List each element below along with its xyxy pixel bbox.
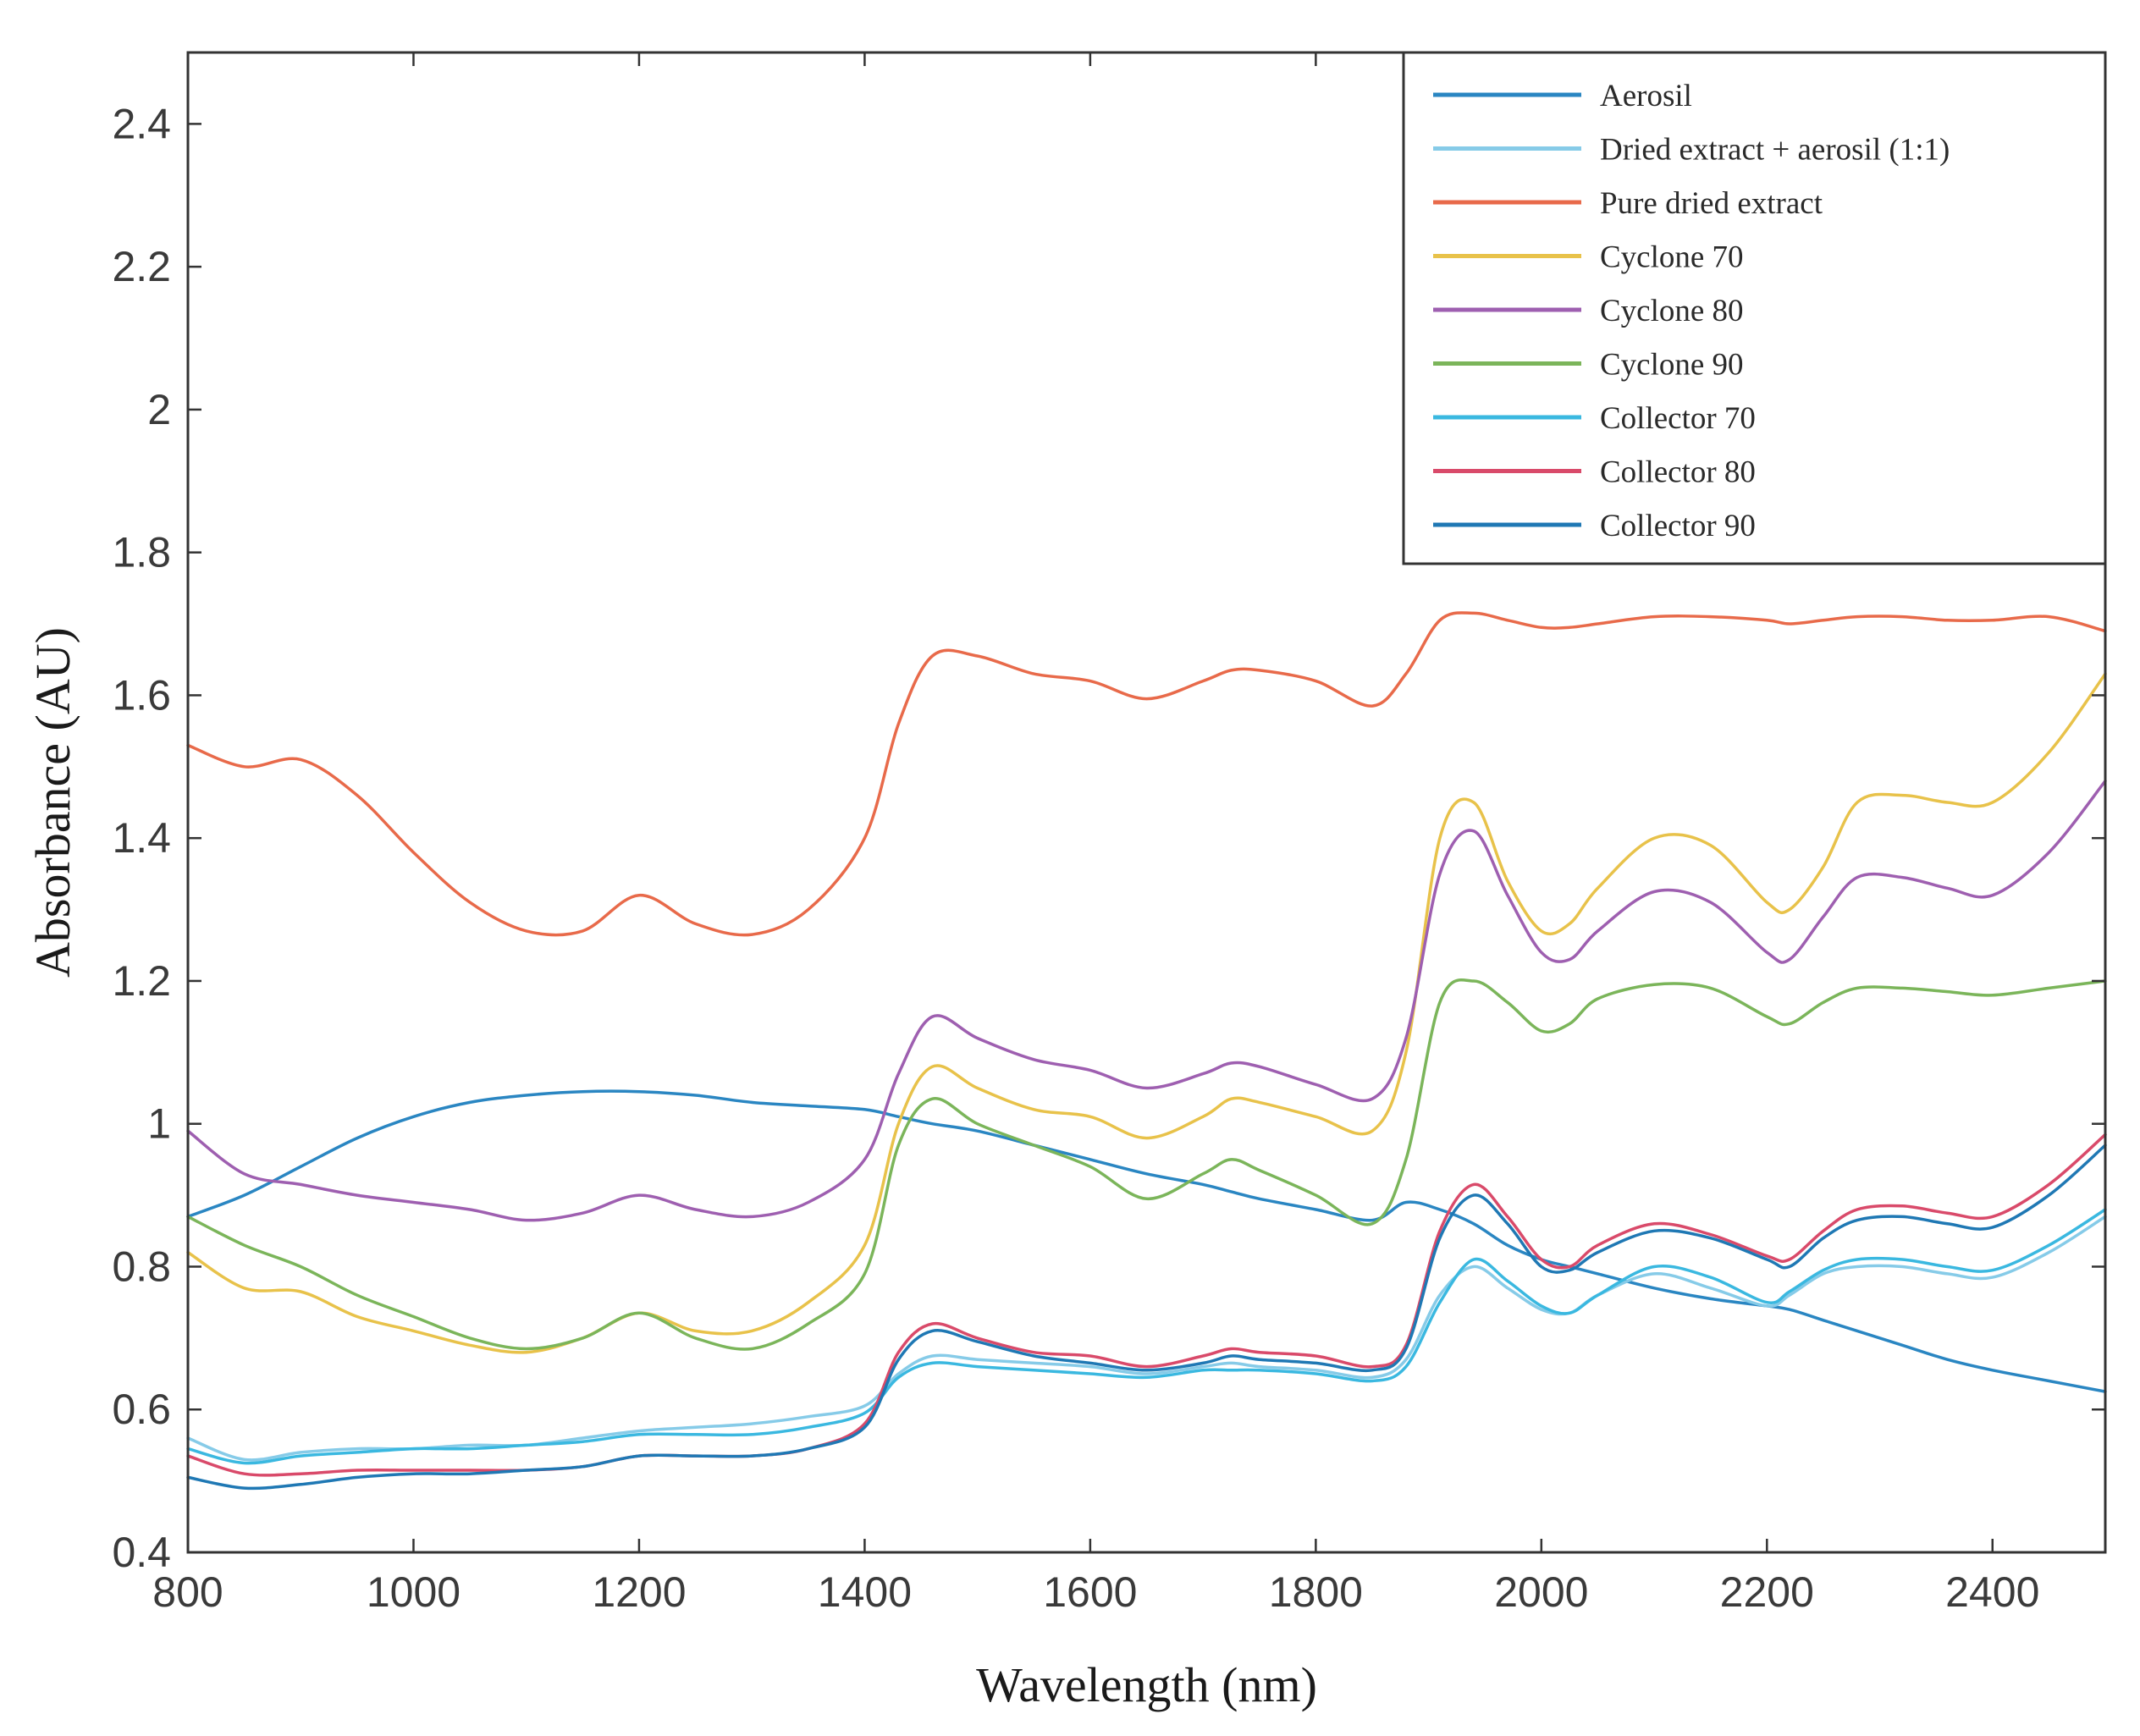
series-layer bbox=[186, 611, 2107, 1491]
x-tick-label: 800 bbox=[152, 1568, 223, 1616]
series-line-9 bbox=[186, 1144, 2107, 1491]
legend-label-4: Cyclone 70 bbox=[1600, 240, 1744, 275]
legend-label-3: Pure dried extract bbox=[1600, 186, 1823, 221]
x-tick-label: 1600 bbox=[1043, 1568, 1137, 1616]
y-tick-label: 1.4 bbox=[112, 814, 171, 862]
x-tick-label: 2000 bbox=[1494, 1568, 1588, 1616]
x-tick-label: 1200 bbox=[592, 1568, 686, 1616]
plot-frame bbox=[186, 51, 2107, 1554]
series-line-5 bbox=[186, 779, 2107, 1222]
ticks-layer: 800 1000 1200 1400 1600 1800 2000 2200 2400 0.4 0.… bbox=[112, 52, 2105, 1616]
series-line-6 bbox=[186, 978, 2107, 1351]
legend-label-5: Cyclone 80 bbox=[1600, 294, 1744, 328]
series-line-3 bbox=[186, 611, 2107, 937]
y-tick-label: 1 bbox=[147, 1100, 171, 1148]
y-tick-label: 0.8 bbox=[112, 1243, 171, 1290]
y-tick-label: 2 bbox=[147, 386, 171, 433]
x-tick-label: 1400 bbox=[818, 1568, 912, 1616]
x-tick-label: 1800 bbox=[1269, 1568, 1363, 1616]
x-tick-label: 2400 bbox=[1945, 1568, 2039, 1616]
x-tick-label: 1000 bbox=[367, 1568, 461, 1616]
legend-label-6: Cyclone 90 bbox=[1600, 348, 1744, 383]
legend-label-7: Collector 70 bbox=[1600, 401, 1756, 436]
y-tick-label: 0.6 bbox=[112, 1386, 171, 1433]
y-tick-label: 1.8 bbox=[112, 529, 171, 576]
y-tick-label: 1.6 bbox=[112, 671, 171, 719]
legend: Aerosil Dried extract + aerosil (1:1) Pure… bbox=[1402, 51, 2107, 565]
y-tick-label: 2.2 bbox=[112, 243, 171, 290]
x-tick-label: 2200 bbox=[1720, 1568, 1814, 1616]
legend-label-1: Aerosil bbox=[1600, 79, 1692, 113]
x-axis-title: Wavelength (nm) bbox=[976, 1657, 1317, 1712]
series-line-1 bbox=[186, 1089, 2107, 1393]
y-tick-label: 0.4 bbox=[112, 1529, 171, 1576]
series-line-2 bbox=[186, 1215, 2107, 1462]
y-tick-label: 1.2 bbox=[112, 957, 171, 1005]
legend-label-2: Dried extract + aerosil (1:1) bbox=[1600, 133, 1950, 168]
legend-label-8: Collector 80 bbox=[1600, 455, 1756, 490]
legend-label-9: Collector 90 bbox=[1600, 509, 1756, 543]
series-line-7 bbox=[186, 1208, 2107, 1465]
y-tick-label: 2.4 bbox=[112, 100, 171, 147]
y-axis-title: Absorbance (AU) bbox=[25, 627, 80, 978]
